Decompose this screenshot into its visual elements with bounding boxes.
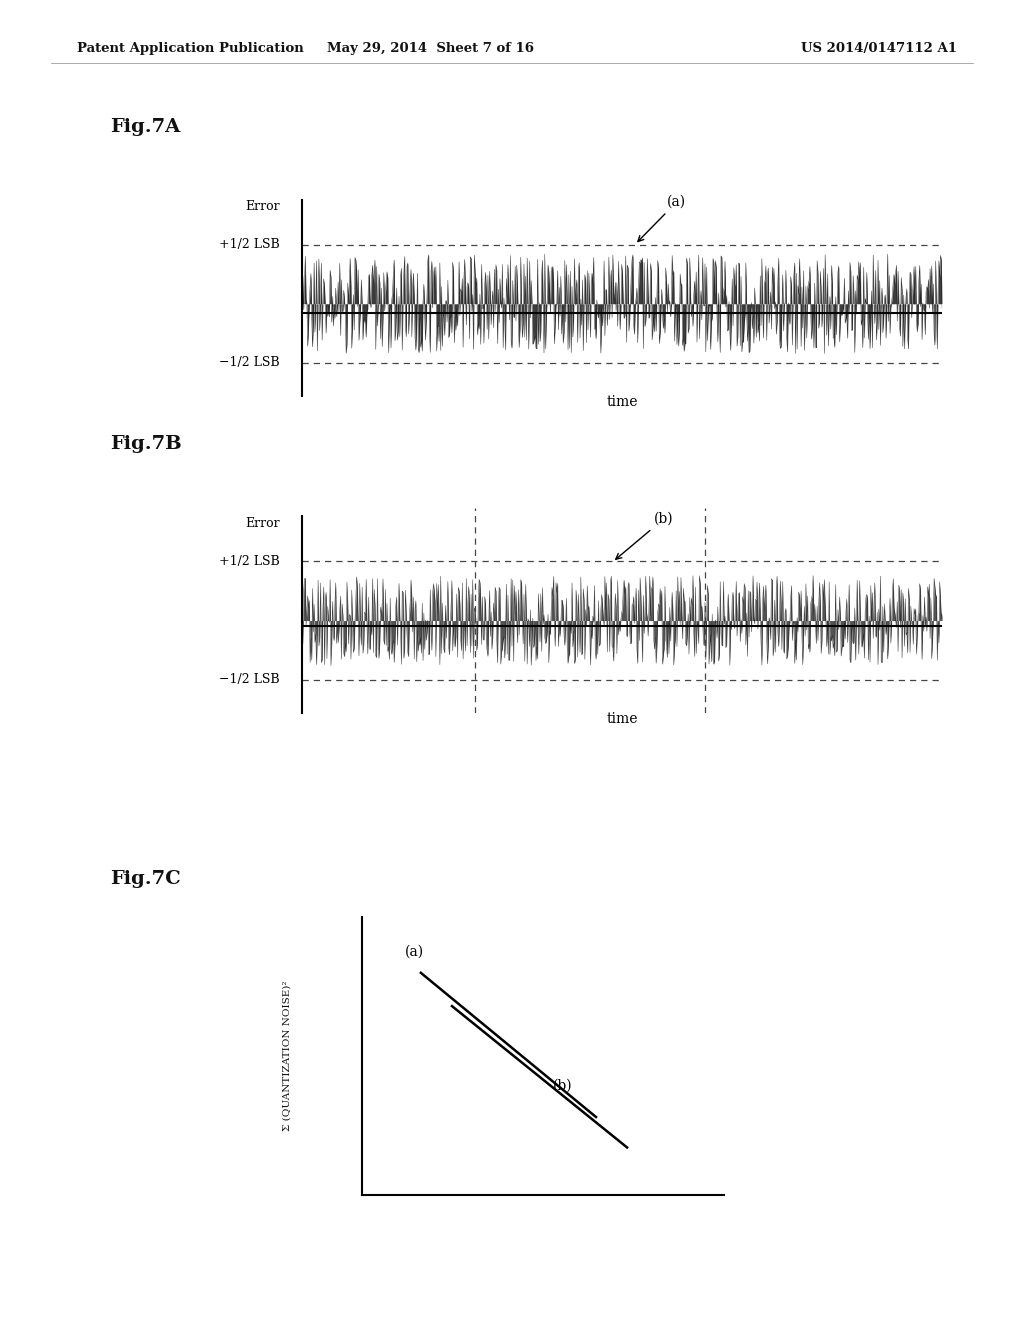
Text: Patent Application Publication: Patent Application Publication bbox=[77, 42, 303, 55]
Text: (a): (a) bbox=[638, 195, 686, 242]
Text: (a): (a) bbox=[406, 945, 424, 958]
Text: (b): (b) bbox=[553, 1078, 572, 1092]
Text: US 2014/0147112 A1: US 2014/0147112 A1 bbox=[802, 42, 957, 55]
Text: Fig.7A: Fig.7A bbox=[111, 117, 181, 136]
Text: −1/2 LSB: −1/2 LSB bbox=[219, 673, 280, 686]
Text: time: time bbox=[606, 395, 638, 409]
Text: Error: Error bbox=[245, 201, 280, 214]
Text: +1/2 LSB: +1/2 LSB bbox=[219, 554, 280, 568]
Text: Fig.7B: Fig.7B bbox=[111, 434, 182, 453]
Text: time: time bbox=[606, 711, 638, 726]
Text: (b): (b) bbox=[615, 512, 674, 560]
Text: Error: Error bbox=[245, 517, 280, 531]
Text: Σ (QUANTIZATION NOISE)²: Σ (QUANTIZATION NOISE)² bbox=[283, 981, 291, 1131]
Text: +1/2 LSB: +1/2 LSB bbox=[219, 238, 280, 251]
Text: May 29, 2014  Sheet 7 of 16: May 29, 2014 Sheet 7 of 16 bbox=[327, 42, 534, 55]
Text: Fig.7C: Fig.7C bbox=[111, 870, 181, 888]
Text: −1/2 LSB: −1/2 LSB bbox=[219, 356, 280, 370]
